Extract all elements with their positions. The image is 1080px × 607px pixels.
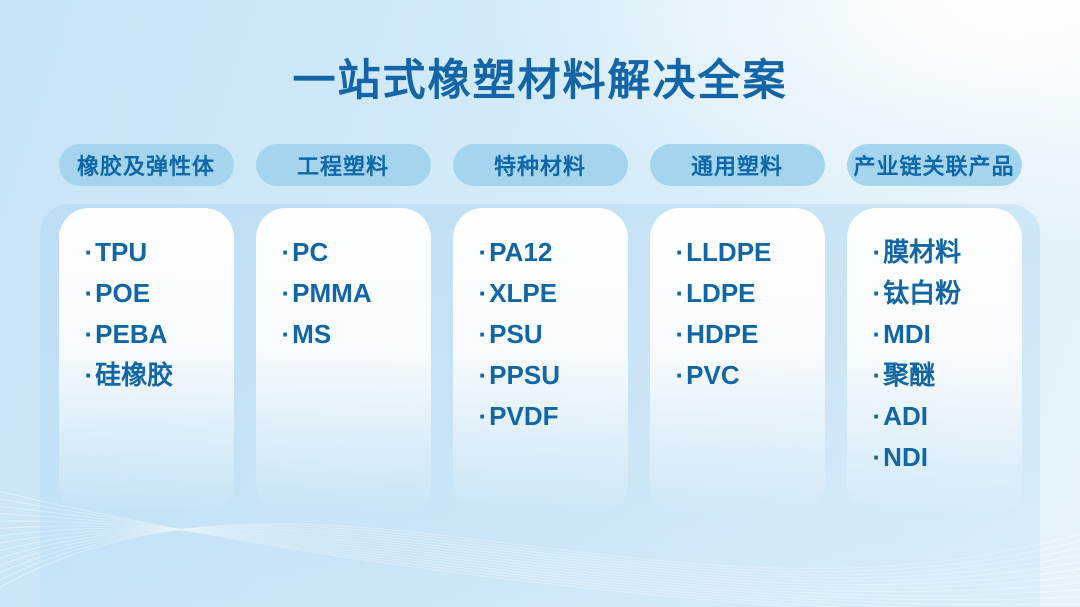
material-item: ·POE <box>85 273 226 314</box>
column-rubber-elastomers: 橡胶及弹性体 ·TPU ·POE ·PEBA ·硅橡胶 <box>58 144 234 515</box>
bullet-dot: · <box>84 278 94 308</box>
material-label: TPU <box>95 237 148 267</box>
bullet-dot: · <box>84 237 94 267</box>
bullet-dot: · <box>281 278 291 308</box>
material-label: PMMA <box>292 278 372 308</box>
page-title: 一站式橡塑材料解决全案 <box>292 57 788 105</box>
material-item: ·XLPE <box>479 273 620 314</box>
material-item: ·钛白粉 <box>873 273 1014 314</box>
material-label: HDPE <box>686 319 759 349</box>
bullet-dot: · <box>675 278 685 308</box>
bullet-dot: · <box>281 237 291 267</box>
material-card-rubber-elastomers: ·TPU ·POE ·PEBA ·硅橡胶 <box>58 208 234 515</box>
bullet-dot: · <box>872 319 882 349</box>
material-item: ·膜材料 <box>873 232 1014 273</box>
bullet-dot: · <box>84 319 94 349</box>
material-item: ·PVC <box>676 355 817 396</box>
material-label: PVC <box>686 360 740 390</box>
material-label: 硅橡胶 <box>95 360 174 390</box>
bullet-dot: · <box>872 401 882 431</box>
material-item: ·PPSU <box>479 355 620 396</box>
column-engineering-plastics: 工程塑料 ·PC ·PMMA ·MS <box>255 144 431 515</box>
material-card-engineering-plastics: ·PC ·PMMA ·MS <box>255 208 431 515</box>
material-item: ·PSU <box>479 314 620 355</box>
material-item: ·PC <box>282 232 423 273</box>
material-label: POE <box>95 278 151 308</box>
material-item: ·硅橡胶 <box>85 355 226 396</box>
bullet-dot: · <box>84 360 94 390</box>
material-item: ·HDPE <box>676 314 817 355</box>
category-header-special-materials: 特种材料 <box>452 144 628 186</box>
material-label: LLDPE <box>686 237 772 267</box>
column-special-materials: 特种材料 ·PA12 ·XLPE ·PSU ·PPSU ·PVDF <box>452 144 628 515</box>
material-label: XLPE <box>489 278 558 308</box>
bullet-dot: · <box>675 319 685 349</box>
material-label: PPSU <box>489 360 560 390</box>
material-item: ·MS <box>282 314 423 355</box>
category-header-industry-chain-products: 产业链关联产品 <box>846 144 1022 186</box>
column-industry-chain-products: 产业链关联产品 ·膜材料 ·钛白粉 ·MDI ·聚醚 ·ADI ·NDI <box>846 144 1022 515</box>
material-label: LDPE <box>686 278 756 308</box>
bullet-dot: · <box>872 237 882 267</box>
material-label: 聚醚 <box>883 360 936 390</box>
materials-columns-row: 橡胶及弹性体 ·TPU ·POE ·PEBA ·硅橡胶 工程塑料 ·PC ·PM… <box>0 144 1080 607</box>
category-header-general-plastics: 通用塑料 <box>649 144 825 186</box>
material-label: PSU <box>489 319 543 349</box>
material-item: ·NDI <box>873 437 1014 478</box>
bullet-dot: · <box>872 442 882 472</box>
material-label: ADI <box>883 401 928 431</box>
material-label: MDI <box>883 319 931 349</box>
bullet-dot: · <box>675 237 685 267</box>
material-item: ·TPU <box>85 232 226 273</box>
bullet-dot: · <box>478 360 488 390</box>
material-label: 钛白粉 <box>883 278 962 308</box>
material-label: MS <box>292 319 332 349</box>
material-card-special-materials: ·PA12 ·XLPE ·PSU ·PPSU ·PVDF <box>452 208 628 515</box>
material-item: ·PEBA <box>85 314 226 355</box>
column-general-plastics: 通用塑料 ·LLDPE ·LDPE ·HDPE ·PVC <box>649 144 825 515</box>
bullet-dot: · <box>478 401 488 431</box>
category-header-engineering-plastics: 工程塑料 <box>255 144 431 186</box>
material-item: ·LLDPE <box>676 232 817 273</box>
material-label: PA12 <box>489 237 553 267</box>
material-item: ·LDPE <box>676 273 817 314</box>
bullet-dot: · <box>478 319 488 349</box>
material-label: 膜材料 <box>883 237 962 267</box>
bullet-dot: · <box>872 360 882 390</box>
material-label: PC <box>292 237 329 267</box>
material-label: NDI <box>883 442 928 472</box>
bullet-dot: · <box>281 319 291 349</box>
material-card-general-plastics: ·LLDPE ·LDPE ·HDPE ·PVC <box>649 208 825 515</box>
material-label: PVDF <box>489 401 559 431</box>
category-header-rubber-elastomers: 橡胶及弹性体 <box>58 144 234 186</box>
material-item: ·PA12 <box>479 232 620 273</box>
bullet-dot: · <box>675 360 685 390</box>
bullet-dot: · <box>478 278 488 308</box>
material-item: ·PVDF <box>479 396 620 437</box>
material-card-industry-chain-products: ·膜材料 ·钛白粉 ·MDI ·聚醚 ·ADI ·NDI <box>846 208 1022 515</box>
material-item: ·MDI <box>873 314 1014 355</box>
material-item: ·ADI <box>873 396 1014 437</box>
bullet-dot: · <box>872 278 882 308</box>
material-label: PEBA <box>95 319 168 349</box>
material-item: ·PMMA <box>282 273 423 314</box>
bullet-dot: · <box>478 237 488 267</box>
material-item: ·聚醚 <box>873 355 1014 396</box>
